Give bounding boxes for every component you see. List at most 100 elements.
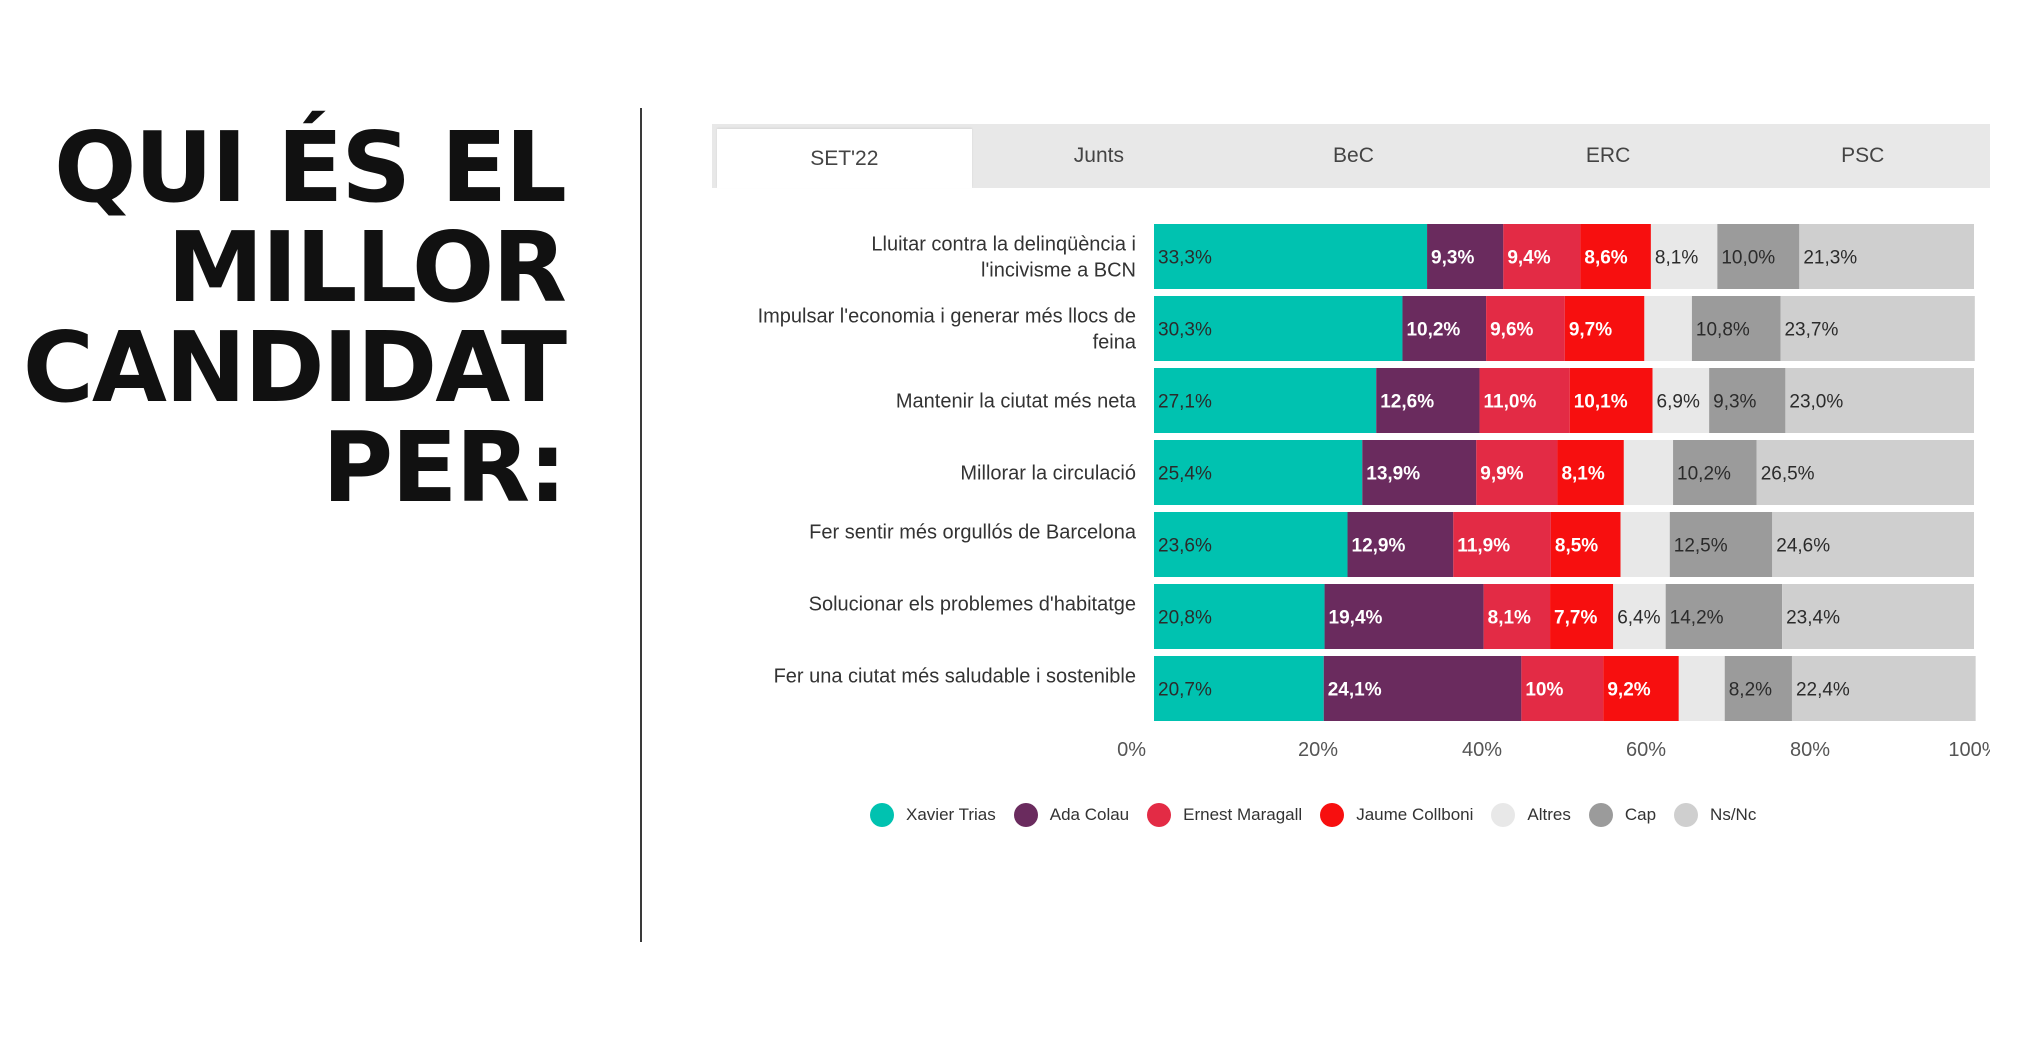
- data-label: 20,8%: [1158, 608, 1212, 629]
- bar-segment: [1717, 224, 1800, 289]
- category-label: Fer sentir més orgullós de Barcelona: [809, 522, 1137, 544]
- data-label: 10,0%: [1721, 248, 1775, 269]
- x-tick-label: 20%: [1298, 739, 1338, 761]
- legend-swatch: [1147, 803, 1172, 827]
- data-label: 8,1%: [1561, 464, 1604, 485]
- bar-segment: [1772, 512, 1974, 577]
- data-label: 24,6%: [1776, 536, 1830, 557]
- bar-segment: [1324, 584, 1484, 649]
- bar-segment: [1623, 440, 1674, 505]
- x-tick-label: 80%: [1790, 739, 1830, 761]
- category-label: Fer una ciutat més saludable i sostenibl…: [774, 666, 1136, 688]
- data-label: 30,3%: [1158, 320, 1212, 341]
- tab-bar: SET'22 Junts BeC ERC PSC: [712, 124, 1990, 188]
- x-tick-label: 0%: [1117, 739, 1146, 761]
- bar-segment: [1650, 224, 1718, 289]
- bar-segment: [1665, 584, 1783, 649]
- data-label: 6,9%: [1657, 392, 1700, 413]
- tab-bec[interactable]: BeC: [1333, 144, 1374, 167]
- data-label: 9,4%: [1507, 248, 1550, 269]
- data-label: 23,7%: [1784, 320, 1838, 341]
- data-label: 22,4%: [1796, 680, 1850, 701]
- legend-swatch: [870, 803, 894, 827]
- data-label: 8,1%: [1488, 608, 1531, 629]
- bar-segment: [1673, 440, 1757, 505]
- tab-set22[interactable]: SET'22: [717, 129, 972, 188]
- legend-item[interactable]: Jaume Collboni: [1320, 803, 1473, 827]
- bar-segment: [1521, 656, 1604, 721]
- bar-segment: [1427, 224, 1504, 289]
- legend-swatch: [1588, 803, 1613, 827]
- category-label: Solucionar els problemes d'habitatge: [809, 594, 1136, 616]
- data-label: 9,3%: [1431, 248, 1474, 269]
- tab-erc[interactable]: ERC: [1585, 144, 1631, 167]
- data-label: 19,4%: [1329, 608, 1383, 629]
- bar-segment: [1603, 656, 1679, 721]
- data-label: 12,6%: [1380, 392, 1434, 413]
- legend-item[interactable]: Altres: [1491, 803, 1571, 827]
- legend-swatch: [1013, 803, 1038, 827]
- data-label: 33,3%: [1158, 248, 1212, 269]
- bar-segment: [1550, 512, 1621, 577]
- legend-label: Ernest Maragall: [1183, 805, 1303, 824]
- bar-segment: [1709, 368, 1786, 433]
- bar-segment: [1756, 440, 1974, 505]
- legend-label: Altres: [1527, 805, 1571, 824]
- legend-swatch: [1320, 803, 1345, 827]
- bar-segment: [1479, 368, 1570, 433]
- data-label: 27,1%: [1158, 392, 1212, 413]
- legend-item[interactable]: Cap: [1588, 803, 1657, 827]
- bar-segment: [1780, 296, 1975, 361]
- tab-junts[interactable]: Junts: [1073, 144, 1124, 167]
- bar-segment: [1580, 224, 1651, 289]
- data-label: 8,6%: [1584, 248, 1627, 269]
- stacked-bar-chart: Lluitar contra la delinqüència i l'incivi…: [758, 224, 1990, 761]
- bar-segment: [1550, 584, 1614, 649]
- headline-line-2: MILLOR: [167, 211, 567, 324]
- bar-segment: [1503, 224, 1581, 289]
- bar-segment: [1791, 656, 1976, 721]
- data-label: 13,9%: [1366, 464, 1420, 485]
- data-label: 7,7%: [1554, 608, 1597, 629]
- tab-psc[interactable]: PSC: [1841, 144, 1885, 167]
- legend-item[interactable]: Ada Colau: [1013, 803, 1129, 827]
- legend-item[interactable]: Xavier Trias: [870, 803, 996, 827]
- legend-label: Cap: [1624, 805, 1657, 824]
- bar-segment: [1154, 368, 1377, 433]
- category-label: Impulsar l'economia i generar més llocs …: [758, 306, 1137, 354]
- bar-segment: [1154, 440, 1363, 505]
- legend-item[interactable]: Ernest Maragall: [1147, 803, 1302, 827]
- x-tick-label: 100%: [1948, 739, 1990, 761]
- bar-segment: [1323, 656, 1522, 721]
- data-label: 20,7%: [1158, 680, 1212, 701]
- bar-segment: [1154, 512, 1348, 577]
- chart-legend: Xavier Trias Ada Colau Ernest Maragall Jaum…: [870, 803, 1774, 827]
- bar-segment: [1785, 368, 1974, 433]
- category-label: Mantenir la ciutat més neta: [896, 391, 1137, 413]
- bar-segment: [1569, 368, 1653, 433]
- data-label: 10,2%: [1406, 320, 1460, 341]
- bar-segment: [1724, 656, 1792, 721]
- data-label: 9,7%: [1569, 320, 1612, 341]
- bar-segment: [1669, 512, 1773, 577]
- data-label: 12,9%: [1352, 536, 1406, 557]
- legend-label: Jaume Collboni: [1356, 805, 1474, 824]
- bar-segment: [1476, 440, 1558, 505]
- headline-line-1: QUI ÉS EL: [53, 111, 567, 224]
- data-label: 21,3%: [1803, 248, 1857, 269]
- data-label: 25,4%: [1158, 464, 1212, 485]
- data-label: 9,2%: [1607, 680, 1650, 701]
- bar-segment: [1154, 656, 1324, 721]
- bar-segment: [1376, 368, 1480, 433]
- data-label: 10,8%: [1696, 320, 1750, 341]
- data-label: 10%: [1525, 680, 1563, 701]
- data-label: 9,6%: [1490, 320, 1533, 341]
- bar-segment: [1154, 224, 1428, 289]
- legend-item[interactable]: Ns/Nc: [1674, 803, 1756, 827]
- headline-line-3: CANDIDAT: [22, 311, 567, 424]
- bar-segment: [1678, 656, 1725, 721]
- data-label: 10,2%: [1677, 464, 1731, 485]
- data-label: 8,1%: [1655, 248, 1698, 269]
- bar-segment: [1557, 440, 1624, 505]
- bar-segment: [1782, 584, 1974, 649]
